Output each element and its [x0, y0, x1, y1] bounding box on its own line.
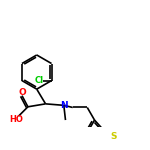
- Text: N: N: [60, 101, 68, 110]
- Text: O: O: [18, 88, 26, 97]
- Text: HO: HO: [9, 115, 23, 124]
- Text: S: S: [110, 132, 117, 141]
- Text: Cl: Cl: [34, 76, 43, 85]
